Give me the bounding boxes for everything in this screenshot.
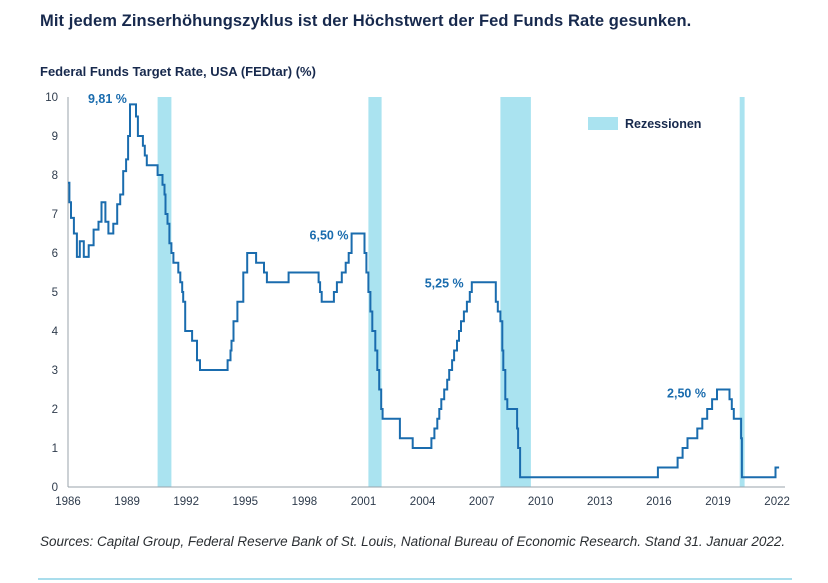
y-tick-label: 1 (52, 443, 58, 455)
x-tick-label: 2013 (587, 496, 613, 508)
recession-band (500, 97, 531, 487)
fed-funds-rate-chart: 0 1 2 3 4 5 6 7 8 9 10 1986 1989 1992 1995 1998 2001 2004… (45, 92, 790, 508)
bottom-divider (38, 578, 792, 580)
y-tick-label: 8 (52, 170, 58, 182)
x-tick-label: 1986 (55, 496, 81, 508)
y-tick-label: 6 (52, 248, 58, 260)
y-tick-label: 0 (52, 482, 58, 494)
peak-annotation: 2,50 % (667, 386, 706, 400)
legend-swatch (588, 117, 618, 130)
x-tick-label: 1992 (173, 496, 199, 508)
source-note: Sources: Capital Group, Federal Reserve … (40, 534, 786, 549)
y-tick-label: 9 (52, 131, 58, 143)
y-tick-label: 10 (45, 92, 58, 104)
x-tick-label: 2022 (764, 496, 790, 508)
x-tick-label: 1989 (114, 496, 140, 508)
x-tick-label: 2016 (646, 496, 672, 508)
y-tick-label: 4 (52, 326, 59, 338)
rate-line (68, 103, 780, 479)
chart-title: Federal Funds Target Rate, USA (FEDtar) … (40, 64, 316, 79)
x-tick-label: 2001 (351, 496, 377, 508)
y-tick-label: 5 (52, 287, 58, 299)
x-tick-label: 2010 (528, 496, 554, 508)
y-tick-label: 3 (52, 365, 58, 377)
peak-annotation: 6,50 % (310, 228, 349, 242)
x-tick-label: 1998 (292, 496, 318, 508)
x-tick-label: 1995 (233, 496, 259, 508)
peak-annotation: 9,81 % (88, 92, 127, 106)
recession-band (739, 97, 745, 487)
x-tick-label: 2019 (705, 496, 731, 508)
recession-band (157, 97, 172, 487)
y-tick-label: 2 (52, 404, 58, 416)
x-tick-label: 2004 (410, 496, 436, 508)
y-tick-label: 7 (52, 209, 58, 221)
x-tick-label: 2007 (469, 496, 495, 508)
legend-label: Rezessionen (625, 117, 701, 131)
peak-annotation: 5,25 % (425, 276, 464, 290)
page-title: Mit jedem Zinserhöhungszyklus ist der Hö… (40, 12, 692, 30)
